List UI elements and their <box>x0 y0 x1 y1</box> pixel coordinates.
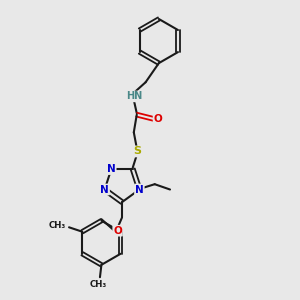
Text: N: N <box>100 184 109 194</box>
Text: S: S <box>133 146 141 157</box>
Text: O: O <box>113 226 122 236</box>
Text: CH₃: CH₃ <box>90 280 107 289</box>
Text: N: N <box>135 184 144 194</box>
Text: O: O <box>154 114 162 124</box>
Text: CH₃: CH₃ <box>49 221 66 230</box>
Text: N: N <box>107 164 116 174</box>
Text: HN: HN <box>126 92 142 101</box>
